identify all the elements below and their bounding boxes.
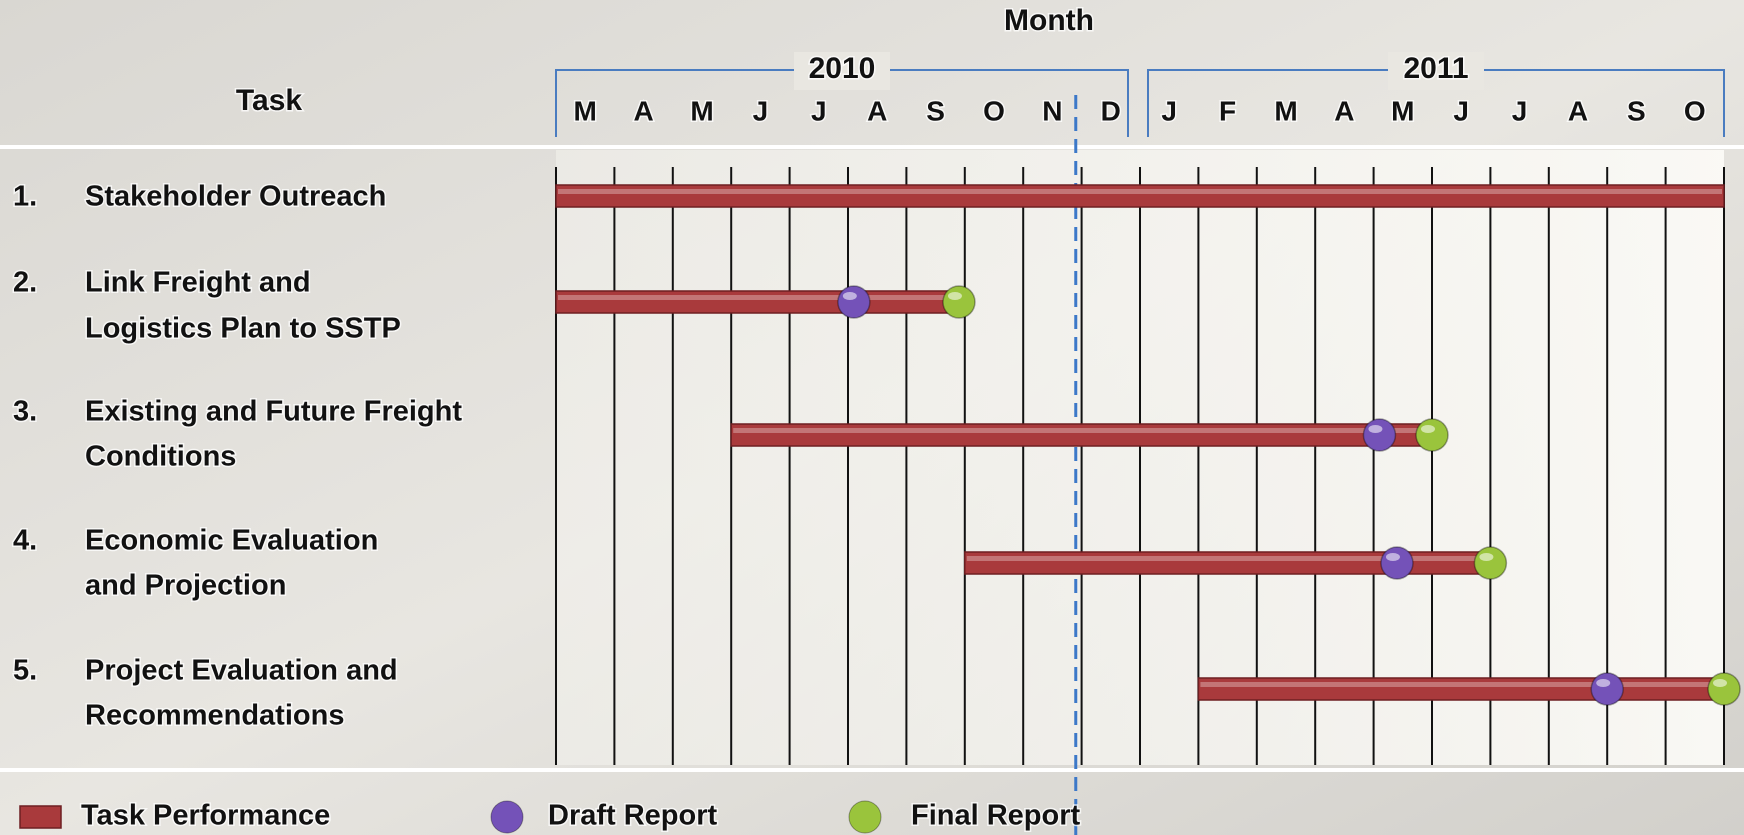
month-label: A	[1568, 95, 1588, 126]
task-number: 2.	[13, 267, 37, 299]
month-label: J	[811, 95, 827, 126]
legend-label: Task Performance	[81, 800, 330, 832]
task-bar	[731, 424, 1432, 446]
month-label: J	[1161, 95, 1177, 126]
month-label: O	[983, 95, 1005, 126]
task-label: Recommendations	[85, 700, 344, 732]
month-label: S	[1627, 95, 1646, 126]
milestone	[1708, 673, 1740, 705]
task-bar	[556, 291, 965, 313]
milestone	[1474, 547, 1506, 579]
task-number: 1.	[13, 181, 37, 213]
month-label: D	[1101, 95, 1121, 126]
month-label: N	[1042, 95, 1062, 126]
task-bar-highlight	[1200, 682, 1722, 687]
milestone	[1381, 547, 1413, 579]
task-bar	[556, 185, 1724, 207]
task-bar-highlight	[558, 295, 963, 300]
milestone	[838, 286, 870, 318]
month-label: A	[867, 95, 887, 126]
task-label: Project Evaluation and	[85, 655, 398, 687]
legend-swatch	[491, 801, 523, 833]
month-label: A	[1334, 95, 1354, 126]
x-axis-title: Month	[1004, 4, 1094, 37]
task-label: Stakeholder Outreach	[85, 181, 386, 213]
milestone-highlight	[1386, 553, 1400, 561]
legend-label: Final Report	[911, 800, 1081, 832]
month-label: F	[1219, 95, 1236, 126]
month-label: J	[1512, 95, 1528, 126]
legend-label: Draft Report	[548, 800, 718, 832]
task-label: Logistics Plan to SSTP	[85, 313, 401, 345]
month-label: A	[633, 95, 653, 126]
month-label: O	[1684, 95, 1706, 126]
milestone	[1363, 419, 1395, 451]
task-label: Conditions	[85, 441, 236, 473]
task-number: 3.	[13, 396, 37, 428]
milestone-highlight	[1421, 425, 1435, 433]
year-label: 2011	[1403, 52, 1468, 85]
task-bar-highlight	[733, 428, 1430, 433]
month-label: M	[1391, 95, 1414, 126]
month-label: J	[753, 95, 769, 126]
task-label: Economic Evaluation	[85, 525, 378, 557]
legend-swatch	[20, 806, 61, 828]
milestone	[943, 286, 975, 318]
chart: Month Task M A M J J A S O N D J F M A M J J A S O 2010 2011 1…	[0, 0, 1744, 835]
milestone	[1416, 419, 1448, 451]
milestone-highlight	[1713, 679, 1727, 687]
year-label: 2010	[809, 52, 876, 85]
milestone-highlight	[1368, 425, 1382, 433]
page: Month Task M A M J J A S O N D J F M A M J J A S O 2010 2011 1…	[0, 0, 1744, 835]
milestone-highlight	[1479, 553, 1493, 561]
month-label: M	[690, 95, 713, 126]
milestone	[1591, 673, 1623, 705]
task-label: and Projection	[85, 570, 286, 602]
legend-swatch	[849, 801, 881, 833]
milestone-highlight	[948, 292, 962, 300]
task-label: Link Freight and	[85, 267, 311, 299]
milestone-highlight	[843, 292, 857, 300]
month-label: J	[1453, 95, 1469, 126]
task-number: 4.	[13, 525, 37, 557]
task-number: 5.	[13, 655, 37, 687]
task-bar	[1198, 678, 1724, 700]
month-label: S	[926, 95, 945, 126]
month-label: M	[574, 95, 597, 126]
task-header: Task	[236, 84, 302, 117]
milestone-highlight	[1596, 679, 1610, 687]
task-bar-highlight	[558, 189, 1722, 194]
task-label: Existing and Future Freight	[85, 396, 462, 428]
month-label: M	[1274, 95, 1297, 126]
